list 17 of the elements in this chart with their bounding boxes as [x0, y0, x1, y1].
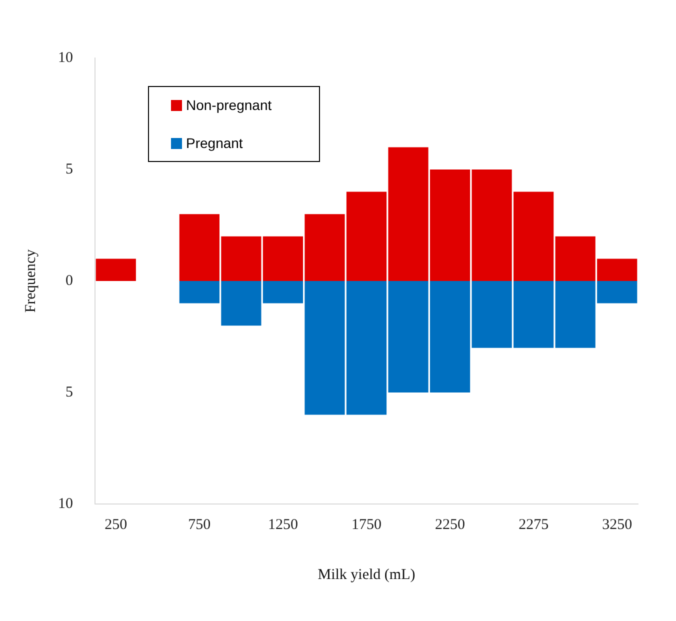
bar — [96, 258, 136, 281]
x-tick-label: 3250 — [602, 516, 632, 533]
y-axis-title: Frequency — [22, 248, 39, 313]
y-tick-label: 0 — [66, 272, 73, 289]
x-tick-label: 1750 — [352, 516, 382, 533]
x-tick-label: 250 — [104, 516, 128, 533]
y-tick-label: 5 — [66, 384, 73, 400]
x-tick-label: 2250 — [435, 516, 466, 533]
x-tick-label: 2275 — [518, 516, 549, 533]
y-tick-label: 5 — [66, 161, 73, 178]
y-tick-label: 10 — [58, 50, 73, 66]
x-axis-title: Milk yield (mL) — [318, 566, 416, 583]
legend-label: Non-pregnant — [186, 97, 272, 113]
legend-label: Pregnant — [186, 135, 243, 151]
y-tick-label: 10 — [58, 496, 73, 512]
x-tick-label: 1250 — [268, 516, 298, 533]
x-tick-label: 750 — [188, 516, 211, 533]
